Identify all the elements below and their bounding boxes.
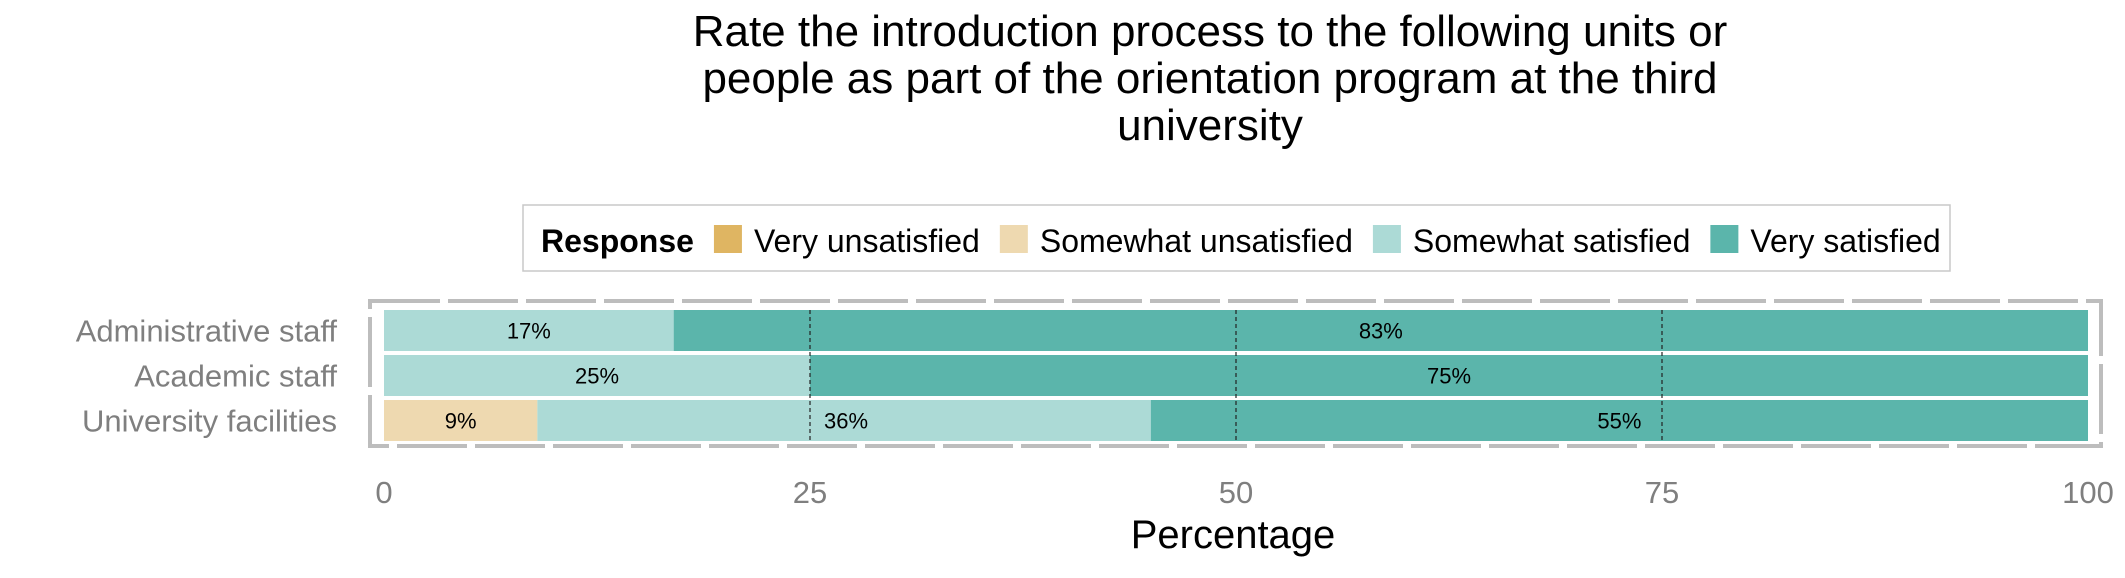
bar-administrative-staff-very-satisfied bbox=[673, 310, 2089, 351]
bar-label-academic-staff-somewhat-satisfied: 25% bbox=[575, 364, 619, 389]
y-tick-label-administrative-staff: Administrative staff bbox=[76, 314, 338, 349]
legend-title: Response bbox=[541, 223, 694, 259]
legend-key-somewhat-satisfied bbox=[1372, 225, 1401, 253]
chart-title: Rate the introduction process to the fol… bbox=[560, 8, 1860, 149]
bar-label-administrative-staff-somewhat-satisfied: 17% bbox=[507, 319, 551, 344]
y-tick-label-academic-staff: Academic staff bbox=[134, 359, 337, 394]
legend-label-very-unsatisfied: Very unsatisfied bbox=[754, 223, 980, 259]
x-tick-label-0: 0 bbox=[375, 475, 392, 510]
x-axis-label: Percentage bbox=[1131, 513, 1336, 557]
chart-title-line-3: university bbox=[1117, 101, 1303, 150]
bar-label-university-facilities-somewhat-unsatisfied: 9% bbox=[445, 409, 477, 434]
x-tick-label-50: 50 bbox=[1219, 475, 1253, 510]
bar-university-facilities-very-satisfied bbox=[1150, 400, 2088, 441]
x-tick-label-100: 100 bbox=[2062, 475, 2114, 510]
bars bbox=[384, 310, 2089, 441]
bar-university-facilities-somewhat-unsatisfied bbox=[384, 400, 538, 441]
bar-administrative-staff-somewhat-satisfied bbox=[384, 310, 674, 351]
legend-label-somewhat-satisfied: Somewhat satisfied bbox=[1413, 223, 1690, 259]
bar-label-university-facilities-somewhat-satisfied: 36% bbox=[824, 409, 868, 434]
x-tick-label-25: 25 bbox=[793, 475, 827, 510]
bar-label-academic-staff-very-satisfied: 75% bbox=[1427, 364, 1471, 389]
bar-academic-staff-very-satisfied bbox=[810, 355, 2088, 396]
legend-label-very-satisfied: Very satisfied bbox=[1750, 223, 1940, 259]
chart-title-line-2: people as part of the orientation progra… bbox=[702, 54, 1718, 103]
chart-title-line-1: Rate the introduction process to the fol… bbox=[692, 7, 1728, 56]
bar-labels: 17% 83% 25% 75% 9% 36% 55% bbox=[445, 319, 1642, 434]
bar-label-administrative-staff-very-satisfied: 83% bbox=[1359, 319, 1403, 344]
legend-key-somewhat-unsatisfied bbox=[999, 225, 1028, 253]
bar-university-facilities-somewhat-satisfied bbox=[537, 400, 1151, 441]
legend-label-somewhat-unsatisfied: Somewhat unsatisfied bbox=[1040, 223, 1353, 259]
legend: Response Very unsatisfied Somewhat unsati… bbox=[522, 204, 1951, 272]
bar-label-university-facilities-very-satisfied: 55% bbox=[1597, 409, 1641, 434]
x-axis: 0 25 50 75 100 bbox=[375, 475, 2113, 510]
y-axis: Administrative staff Academic staff Univer… bbox=[76, 314, 338, 439]
gridlines bbox=[809, 310, 1663, 441]
bar-academic-staff-somewhat-satisfied bbox=[384, 355, 810, 396]
legend-key-very-unsatisfied bbox=[713, 225, 742, 253]
x-tick-label-75: 75 bbox=[1645, 475, 1679, 510]
legend-key-very-satisfied bbox=[1710, 225, 1739, 253]
y-tick-label-university-facilities: University facilities bbox=[82, 404, 337, 439]
